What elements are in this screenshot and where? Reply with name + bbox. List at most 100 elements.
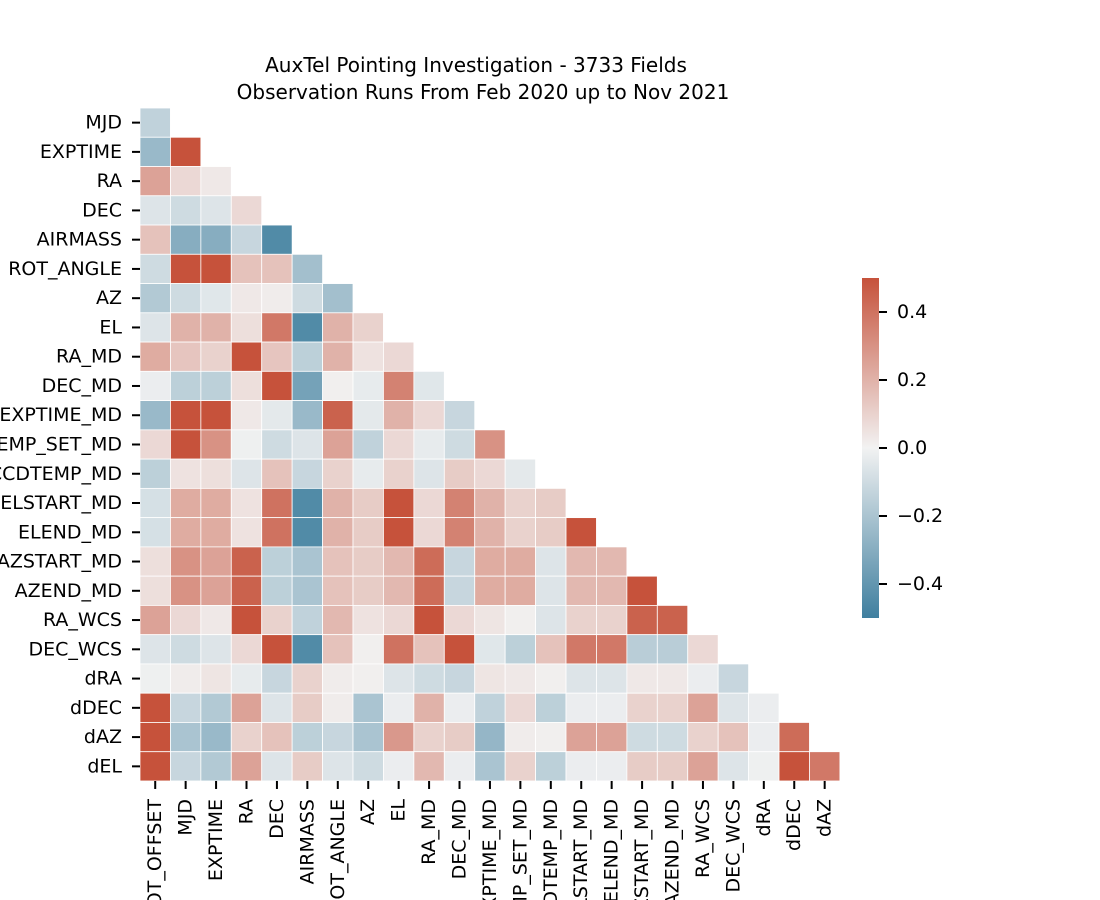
heatmap-cell xyxy=(322,487,354,519)
heatmap-cell xyxy=(291,692,323,723)
heatmap-cell xyxy=(291,575,323,606)
heatmap-cell xyxy=(535,546,567,577)
x-tick-label: RA_MD xyxy=(418,799,440,865)
heatmap-cell xyxy=(261,429,293,460)
heatmap-cell xyxy=(261,692,293,723)
heatmap-cell xyxy=(687,751,719,782)
heatmap-cell xyxy=(291,517,323,548)
heatmap-cell xyxy=(748,722,780,753)
x-tick-label: EXPTIME xyxy=(205,799,227,881)
x-tick-label: ROT_OFFSET xyxy=(144,799,166,900)
heatmap-cell xyxy=(443,692,476,723)
heatmap-cell xyxy=(200,575,232,606)
heatmap-cell xyxy=(139,634,171,665)
heatmap-cell xyxy=(170,253,202,284)
heatmap-cell xyxy=(474,751,506,782)
heatmap-cell xyxy=(474,546,506,577)
y-tick-label: EXPTIME_MD xyxy=(0,404,122,426)
colorbar-tick-label: −0.4 xyxy=(897,573,943,595)
heatmap-cell xyxy=(139,195,171,226)
heatmap-cell xyxy=(170,312,202,343)
heatmap-cell xyxy=(322,634,354,665)
heatmap-cell xyxy=(230,253,263,284)
heatmap-cell xyxy=(352,312,384,343)
heatmap-cell xyxy=(322,575,354,606)
heatmap-cell xyxy=(474,487,506,519)
heatmap-cell xyxy=(535,634,567,665)
heatmap-cell xyxy=(230,458,263,489)
heatmap-cell xyxy=(230,546,263,577)
heatmap-cell xyxy=(291,370,323,401)
x-tick-label: DEC_MD xyxy=(449,799,471,879)
heatmap-cells xyxy=(139,107,841,782)
heatmap-cell xyxy=(291,663,323,694)
heatmap-cell xyxy=(139,253,171,284)
colorbar-tick-label: 0.2 xyxy=(897,369,927,391)
heatmap-cell xyxy=(352,487,384,519)
heatmap-cell xyxy=(687,692,719,723)
heatmap-cell xyxy=(352,692,384,723)
heatmap-cell xyxy=(200,400,232,431)
heatmap-cell xyxy=(565,634,597,665)
heatmap-cell xyxy=(443,634,476,665)
heatmap-cell xyxy=(261,722,293,753)
heatmap-cell xyxy=(322,312,354,343)
heatmap-cell xyxy=(352,605,384,636)
heatmap-cell xyxy=(322,663,354,694)
heatmap-cell xyxy=(626,663,658,694)
x-tick-label: MJD xyxy=(175,799,197,836)
heatmap-cell xyxy=(565,546,597,577)
heatmap-cell xyxy=(565,692,597,723)
x-tick-label: ROT_ANGLE xyxy=(327,799,349,900)
heatmap-cell xyxy=(139,663,171,694)
heatmap-cell xyxy=(474,663,506,694)
heatmap-cell xyxy=(748,692,780,723)
heatmap-cell xyxy=(200,458,232,489)
y-tick-label: AZSTART_MD xyxy=(0,551,122,573)
heatmap-cell xyxy=(322,283,354,314)
heatmap-cell xyxy=(474,605,506,636)
heatmap-cell xyxy=(200,166,232,197)
heatmap-cell xyxy=(748,751,780,782)
heatmap-cell xyxy=(170,634,202,665)
heatmap-cell xyxy=(261,370,293,401)
heatmap-cell xyxy=(596,605,628,636)
heatmap-cell xyxy=(322,400,354,431)
heatmap-cell xyxy=(535,692,567,723)
chart-title-line-1: AuxTel Pointing Investigation - 3733 Fie… xyxy=(265,53,687,77)
heatmap-cell xyxy=(291,751,323,782)
heatmap-cell xyxy=(717,751,749,782)
y-tick-label: DEC xyxy=(82,199,122,221)
heatmap-cell xyxy=(504,458,536,489)
heatmap-cell xyxy=(596,692,628,723)
heatmap-cell xyxy=(383,634,415,665)
heatmap-cell xyxy=(504,634,536,665)
heatmap-cell xyxy=(200,487,232,519)
heatmap-cell xyxy=(200,517,232,548)
heatmap-cell xyxy=(230,341,263,372)
heatmap-cell xyxy=(383,458,415,489)
heatmap-cell xyxy=(413,663,445,694)
heatmap-cell xyxy=(230,634,263,665)
heatmap-cell xyxy=(291,487,323,519)
y-tick-label: AZEND_MD xyxy=(15,580,122,602)
heatmap-cell xyxy=(322,722,354,753)
heatmap-cell xyxy=(413,429,445,460)
heatmap-cell xyxy=(535,663,567,694)
heatmap-cell xyxy=(261,458,293,489)
heatmap-cell xyxy=(383,605,415,636)
heatmap-cell xyxy=(200,312,232,343)
heatmap-cell xyxy=(291,605,323,636)
heatmap-cell xyxy=(291,253,323,284)
heatmap-cell xyxy=(565,663,597,694)
heatmap-cell xyxy=(504,517,536,548)
heatmap-cell xyxy=(200,370,232,401)
heatmap-cell xyxy=(322,517,354,548)
heatmap-cell xyxy=(413,487,445,519)
heatmap-cell xyxy=(170,136,202,167)
heatmap-cell xyxy=(291,283,323,314)
heatmap-cell xyxy=(504,722,536,753)
heatmap-cell xyxy=(352,517,384,548)
heatmap-cell xyxy=(322,458,354,489)
